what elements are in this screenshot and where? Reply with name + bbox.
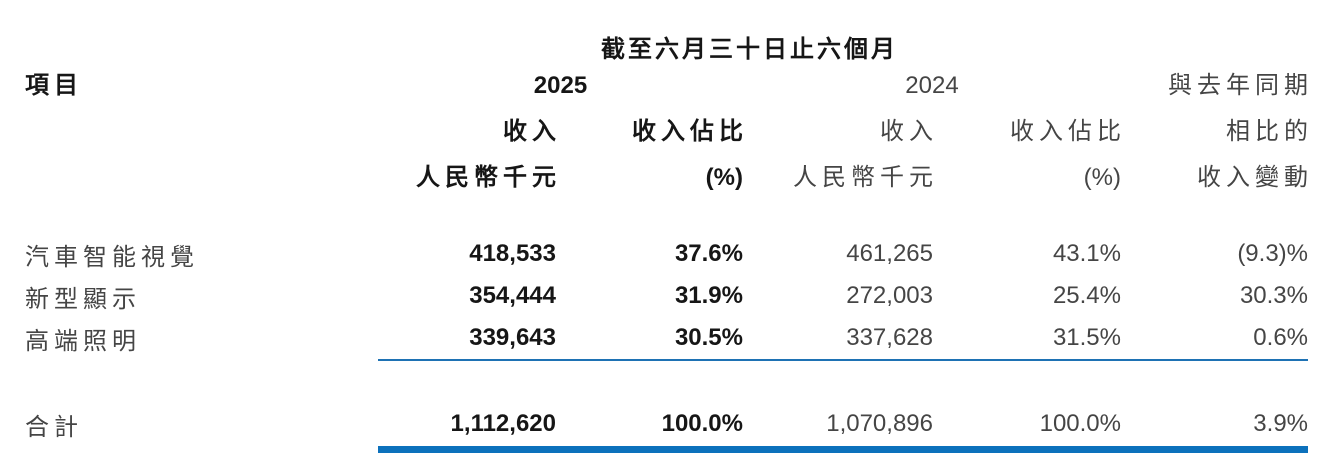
revenue-2024-value: 461,265 [846, 240, 933, 267]
total-revenue-2025-value: 1,112,620 [450, 410, 556, 437]
table-row: 新型顯示 354,444 31.9% 272,003 25.4% 30.3% [25, 275, 1308, 317]
change-header-line1: 與去年同期 [1168, 72, 1313, 99]
table-title-row: 截至六月三十日止六個月 [25, 29, 1308, 63]
total-share-2024-value: 100.0% [1039, 410, 1121, 437]
change-value: (9.3)% [1237, 240, 1308, 267]
body-total-gap [25, 361, 1308, 403]
share-2025-unit-header: (%) [705, 164, 743, 191]
row-label: 新型顯示 [25, 285, 141, 313]
revenue-2025-header: 收入 [503, 118, 561, 145]
share-2025-header: 收入佔比 [632, 118, 748, 145]
bottom-rule [378, 446, 1308, 453]
row-label: 高端照明 [25, 327, 141, 355]
revenue-2025-unit-header: 人民幣千元 [416, 164, 561, 191]
revenue-2025-value: 339,643 [469, 324, 556, 351]
share-2024-value: 31.5% [1052, 324, 1121, 351]
item-column-header: 項目 [25, 72, 83, 99]
row-label: 汽車智能視覺 [25, 243, 199, 271]
revenue-2024-value: 337,628 [846, 324, 933, 351]
empty-cell [25, 154, 378, 194]
table-header-row-units: 人民幣千元 (%) 人民幣千元 (%) 收入變動 [25, 154, 1308, 194]
share-2025-value: 31.9% [674, 282, 743, 309]
change-header-line3: 收入變動 [1197, 164, 1313, 191]
table-header-row-years: 項目 2025 2024 與去年同期 [25, 62, 1308, 102]
change-header-line2: 相比的 [1226, 118, 1313, 145]
subtotal-divider-rule [378, 359, 1308, 361]
revenue-2024-value: 272,003 [846, 282, 933, 309]
change-value: 0.6% [1253, 324, 1308, 351]
revenue-2024-unit-header: 人民幣千元 [793, 164, 938, 191]
header-body-gap [25, 194, 1308, 233]
share-2024-unit-header: (%) [1083, 164, 1121, 191]
table-total-row: 合計 1,112,620 100.0% 1,070,896 100.0% 3.9… [25, 403, 1308, 445]
revenue-2025-value: 354,444 [469, 282, 556, 309]
table-row: 高端照明 339,643 30.5% 337,628 31.5% 0.6% [25, 317, 1308, 359]
share-2024-header: 收入佔比 [1010, 118, 1126, 145]
revenue-2024-header: 收入 [880, 118, 938, 145]
revenue-2025-value: 418,533 [469, 240, 556, 267]
empty-cell [25, 108, 378, 148]
table-header-row-measures: 收入 收入佔比 收入 收入佔比 相比的 [25, 108, 1308, 148]
change-value: 30.3% [1239, 282, 1308, 309]
share-2024-value: 43.1% [1052, 240, 1121, 267]
share-2024-value: 25.4% [1052, 282, 1121, 309]
year-2025-header: 2025 [533, 72, 588, 99]
total-change-value: 3.9% [1253, 410, 1308, 437]
share-2025-value: 30.5% [674, 324, 743, 351]
period-title: 截至六月三十日止六個月 [601, 36, 898, 63]
total-share-2025-value: 100.0% [661, 410, 743, 437]
total-revenue-2024-value: 1,070,896 [826, 410, 933, 437]
share-2025-value: 37.6% [674, 240, 743, 267]
year-2024-header: 2024 [905, 72, 959, 99]
total-label: 合計 [25, 413, 83, 441]
table-row: 汽車智能視覺 418,533 37.6% 461,265 43.1% (9.3)… [25, 233, 1308, 275]
